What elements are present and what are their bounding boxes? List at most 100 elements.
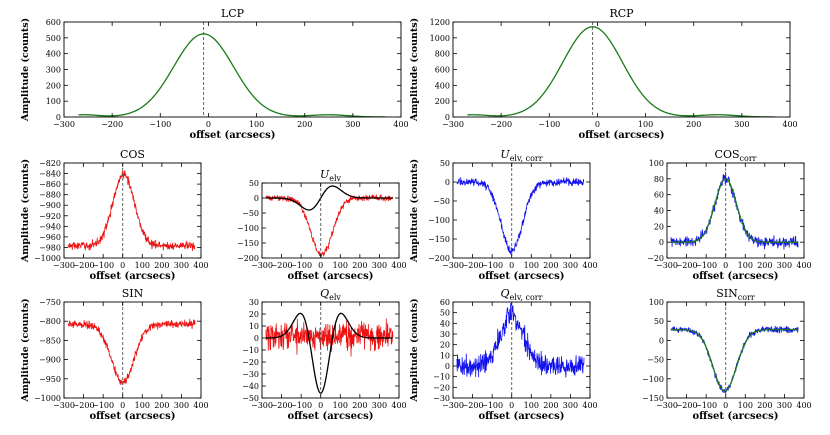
x-axis-label: offset (arcsecs) bbox=[479, 271, 565, 282]
x-tick-label: 300 bbox=[345, 120, 360, 129]
y-tick-label: 50 bbox=[440, 159, 450, 168]
x-tick-label: 100 bbox=[524, 401, 539, 410]
y-tick-label: −20 bbox=[433, 383, 450, 392]
chart-uelv: −300−200−100 0 100 200 300 400−200−150−100−50… bbox=[237, 168, 407, 282]
x-tick-label: −300 bbox=[251, 261, 273, 270]
x-tick-label: 200 bbox=[543, 261, 558, 270]
series-cos bbox=[67, 170, 196, 252]
x-tick-label: 100 bbox=[333, 261, 348, 270]
chart-title: Uelv bbox=[320, 168, 342, 183]
chart-sincorr: −300−200−100 0 100 200 300 400−150−100−500501… bbox=[642, 287, 812, 422]
y-tick-label: −100 bbox=[642, 375, 664, 384]
x-tick-label: 0 bbox=[595, 120, 600, 129]
y-tick-label: 300 bbox=[46, 66, 61, 75]
x-tick-label: −200 bbox=[676, 261, 698, 270]
y-tick-label: 0 bbox=[254, 334, 259, 343]
y-tick-label: 20 bbox=[249, 310, 259, 319]
x-tick-label: 200 bbox=[297, 120, 312, 129]
y-tick-label: 40 bbox=[440, 319, 450, 328]
y-tick-label: −820 bbox=[39, 159, 61, 168]
y-tick-label: −20 bbox=[647, 254, 664, 263]
chart-title: LCP bbox=[221, 7, 245, 20]
y-tick-label: −960 bbox=[39, 233, 61, 242]
x-tick-label: 0 bbox=[206, 120, 211, 129]
x-tick-label: −200 bbox=[271, 401, 293, 410]
x-tick-label: −100 bbox=[481, 261, 503, 270]
x-tick-label: −200 bbox=[101, 120, 123, 129]
x-tick-label: 400 bbox=[391, 261, 406, 270]
series-sin-corr-data bbox=[670, 325, 799, 393]
x-tick-label: 300 bbox=[777, 261, 792, 270]
chart-title: SIN bbox=[122, 287, 144, 300]
x-tick-label: 200 bbox=[757, 401, 772, 410]
chart-qelv: −300−200−100 0 100 200 300 400−50−40−30−20−10… bbox=[242, 287, 407, 422]
y-tick-label: 0 bbox=[659, 238, 664, 247]
y-tick-label: 500 bbox=[46, 34, 61, 43]
series-cos-corr-data bbox=[670, 171, 799, 250]
y-tick-label: −900 bbox=[39, 201, 61, 210]
y-axis-label: Amplitude (counts) bbox=[409, 18, 420, 122]
y-tick-label: −860 bbox=[39, 180, 61, 189]
y-tick-label: −950 bbox=[39, 375, 61, 384]
x-tick-label: 100 bbox=[524, 261, 539, 270]
x-tick-label: −300 bbox=[656, 401, 678, 410]
y-tick-label: 1000 bbox=[430, 34, 450, 43]
series-sin-corr-model bbox=[670, 329, 798, 392]
y-tick-label: −750 bbox=[39, 298, 61, 307]
y-tick-label: −800 bbox=[39, 317, 61, 326]
x-tick-label: 0 bbox=[120, 261, 125, 270]
x-tick-label: 100 bbox=[738, 261, 753, 270]
y-axis-label: Amplitude (counts) bbox=[20, 18, 31, 122]
y-tick-label: 100 bbox=[649, 159, 664, 168]
y-tick-label: 40 bbox=[654, 207, 664, 216]
x-tick-label: −100 bbox=[695, 401, 717, 410]
axes-frame bbox=[452, 162, 591, 259]
y-tick-label: 400 bbox=[435, 81, 450, 90]
y-tick-label: −150 bbox=[642, 394, 664, 403]
x-tick-label: 0 bbox=[723, 401, 728, 410]
chart-title: COScorr bbox=[715, 148, 757, 163]
x-tick-label: −200 bbox=[490, 120, 512, 129]
y-tick-label: 600 bbox=[46, 18, 61, 27]
y-tick-label: 600 bbox=[435, 66, 450, 75]
series-q-elv-corr bbox=[456, 303, 585, 378]
x-tick-label: 100 bbox=[249, 120, 264, 129]
x-tick-label: −100 bbox=[695, 261, 717, 270]
y-tick-label: −980 bbox=[39, 243, 61, 252]
x-tick-label: −100 bbox=[149, 120, 171, 129]
y-tick-label: −40 bbox=[242, 382, 259, 391]
axes-frame bbox=[63, 162, 202, 259]
y-axis-label: Amplitude (counts) bbox=[20, 298, 31, 402]
chart-title: SINcorr bbox=[716, 287, 755, 302]
x-tick-label: 400 bbox=[193, 261, 208, 270]
x-tick-label: −100 bbox=[538, 120, 560, 129]
y-tick-label: 80 bbox=[654, 175, 664, 184]
y-tick-label: −10 bbox=[433, 373, 450, 382]
y-tick-label: −1000 bbox=[34, 394, 61, 403]
x-tick-label: 400 bbox=[582, 261, 597, 270]
y-tick-label: 50 bbox=[440, 309, 450, 318]
x-axis-label: offset (arcsecs) bbox=[579, 130, 665, 141]
x-tick-label: 0 bbox=[509, 401, 514, 410]
y-tick-label: 200 bbox=[46, 81, 61, 90]
chart-title: COS bbox=[120, 148, 145, 161]
x-tick-label: 400 bbox=[782, 120, 797, 129]
chart-title: Qelv bbox=[320, 287, 341, 302]
x-tick-label: 400 bbox=[582, 401, 597, 410]
x-tick-label: 400 bbox=[796, 261, 811, 270]
y-tick-label: 60 bbox=[440, 298, 450, 307]
x-tick-label: 0 bbox=[120, 401, 125, 410]
chart-title: RCP bbox=[609, 7, 634, 20]
x-tick-label: 200 bbox=[352, 401, 367, 410]
y-tick-label: 30 bbox=[440, 330, 450, 339]
y-tick-label: 0 bbox=[659, 336, 664, 345]
y-tick-label: 20 bbox=[440, 341, 450, 350]
x-tick-label: 200 bbox=[352, 261, 367, 270]
series-q-elv-model bbox=[265, 312, 393, 394]
y-tick-label: 0 bbox=[445, 178, 450, 187]
x-tick-label: −300 bbox=[251, 401, 273, 410]
x-tick-label: 200 bbox=[686, 120, 701, 129]
x-tick-label: 0 bbox=[318, 401, 323, 410]
x-axis-label: offset (arcsecs) bbox=[90, 271, 176, 282]
